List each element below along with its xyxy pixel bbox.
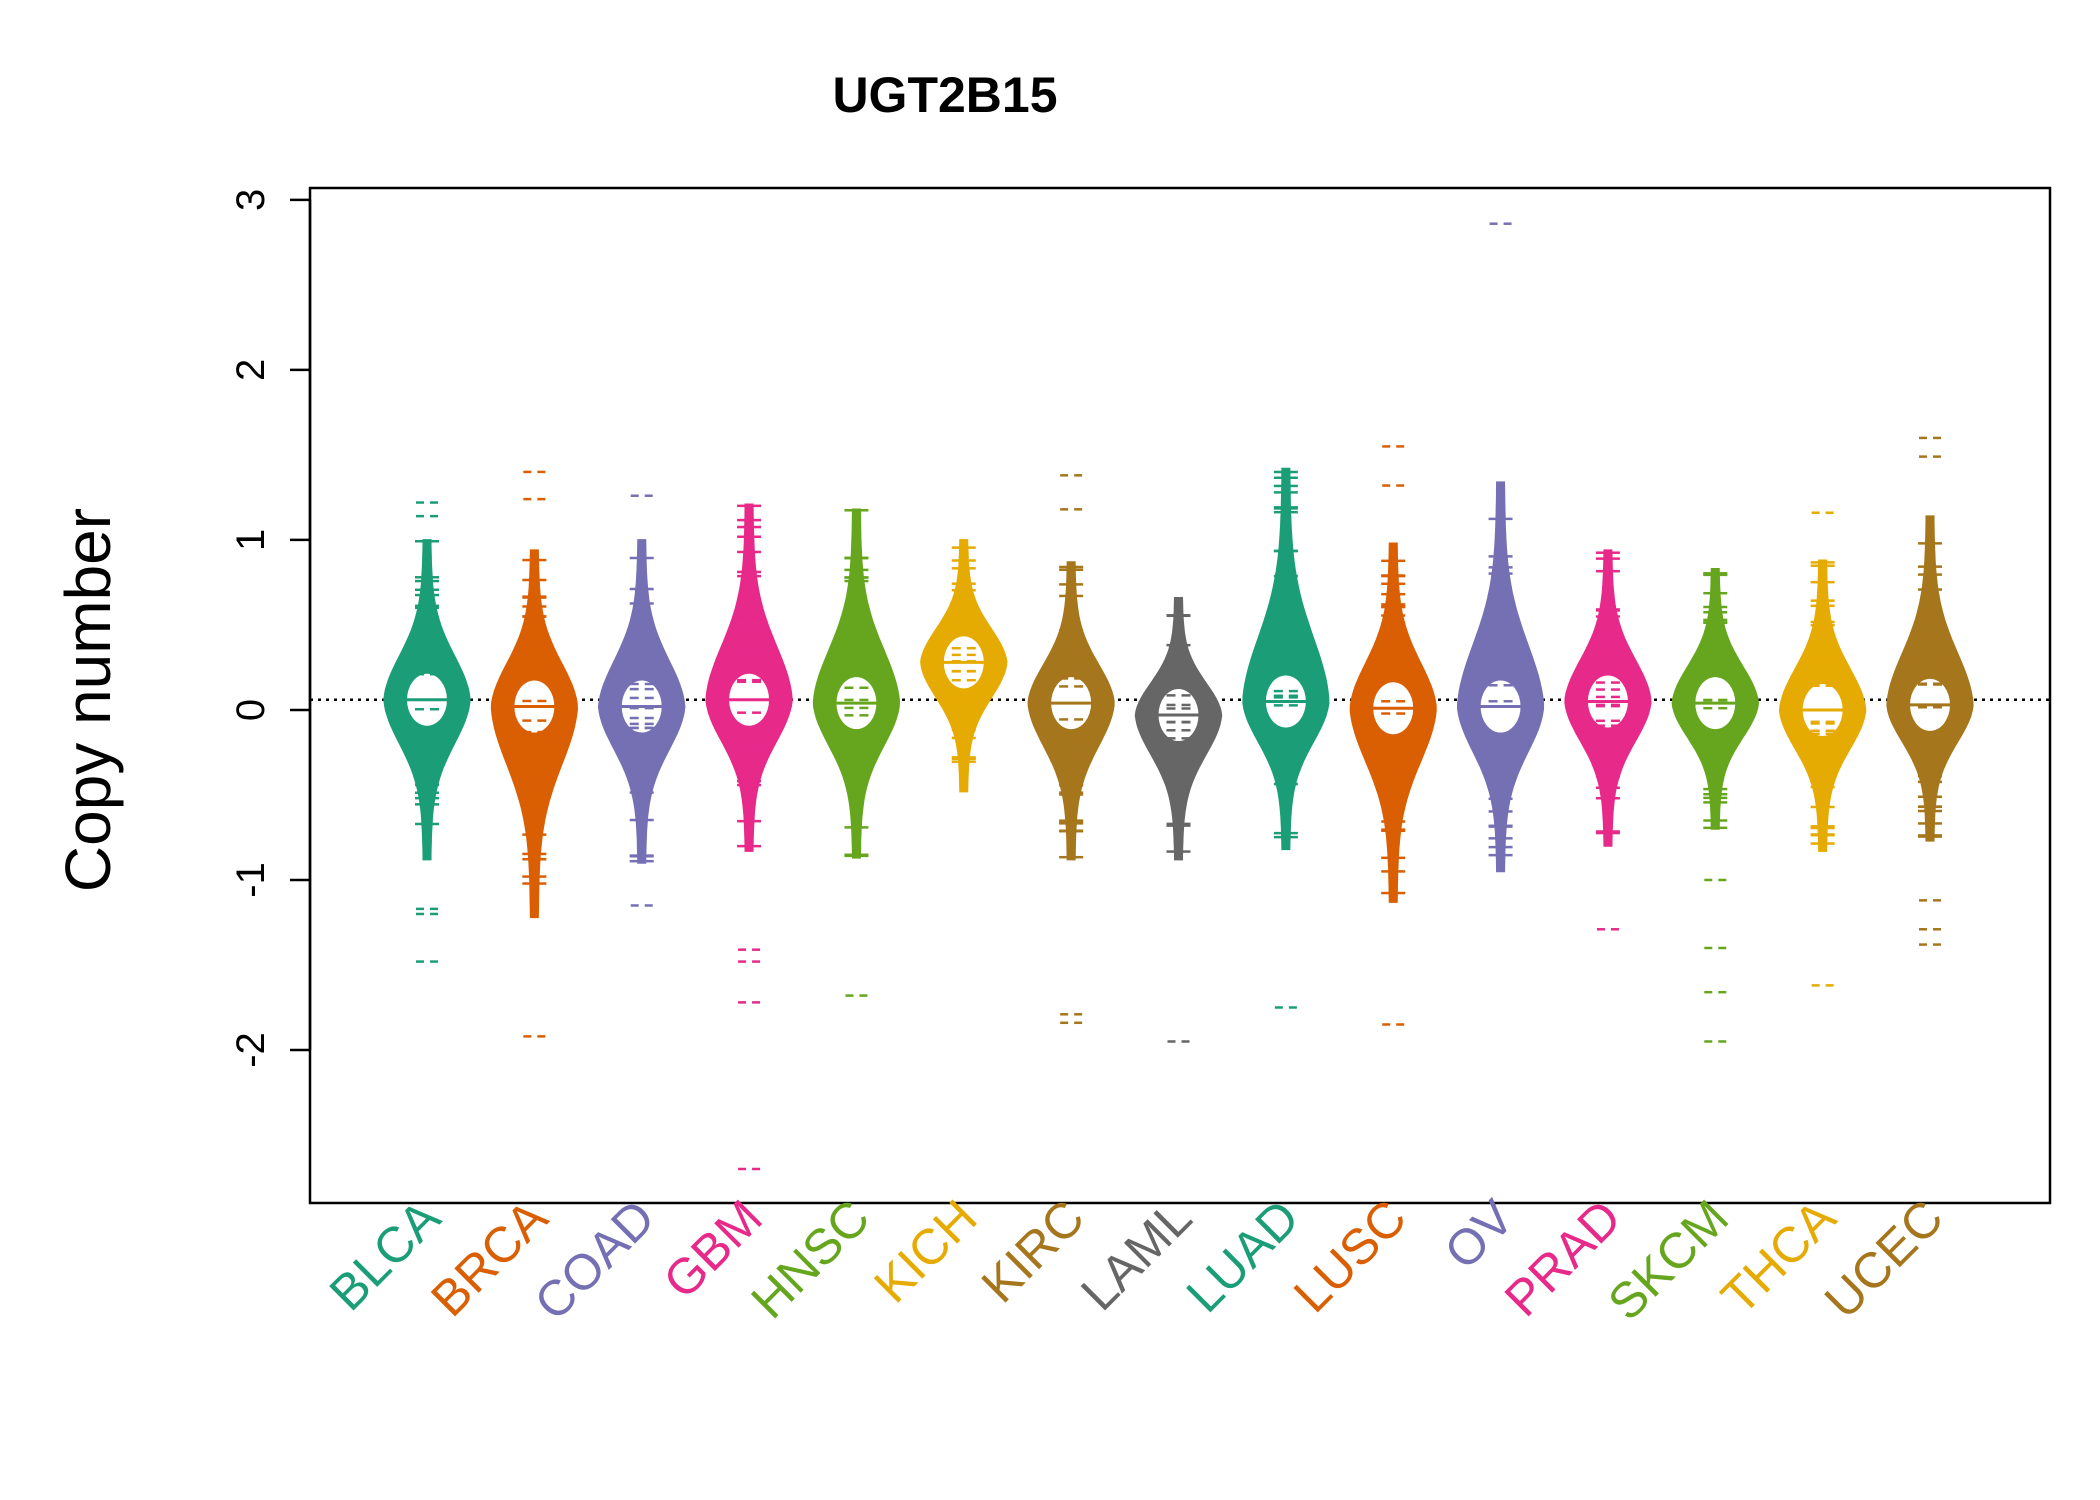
bean-kirc [1027, 474, 1115, 1025]
bean-density [1886, 515, 1974, 842]
bean-lusc [1349, 445, 1437, 1026]
bean-density [1242, 467, 1330, 851]
bean-prad [1564, 549, 1652, 931]
bean-blca [383, 501, 471, 963]
plot-area [310, 222, 2050, 1171]
x-tick-label: BLCA [319, 1189, 451, 1321]
bean-density [1457, 481, 1545, 873]
bean-hnsc [812, 508, 901, 997]
x-tick-label: KIRC [971, 1189, 1095, 1313]
y-tick-label: -1 [229, 862, 273, 898]
x-tick-label: UCEC [1814, 1189, 1954, 1329]
x-tick-label: LUAD [1176, 1189, 1310, 1323]
x-tick-label: COAD [524, 1189, 666, 1331]
bean-thca [1778, 511, 1867, 987]
bean-luad [1242, 467, 1330, 1009]
x-tick-label: KICH [863, 1189, 987, 1313]
bean-density [490, 549, 578, 919]
x-tick-label: SKCM [1597, 1189, 1739, 1331]
x-tick-label: THCA [1711, 1189, 1847, 1325]
y-tick-label: 3 [229, 189, 273, 211]
bean-brca [490, 470, 578, 1038]
bean-laml [1134, 596, 1223, 1043]
y-tick-label: -2 [229, 1032, 273, 1068]
y-axis: -2 -1 0 1 2 3 [229, 189, 312, 1068]
chart-title: UGT2B15 [832, 67, 1057, 123]
bean-kich [920, 539, 1008, 793]
bean-skcm [1671, 568, 1760, 1043]
x-tick-label: LUSC [1283, 1189, 1417, 1323]
bean-coad [597, 494, 686, 907]
x-tick-label: HNSC [740, 1189, 880, 1329]
y-tick-label: 2 [229, 359, 273, 381]
bean-ov [1457, 222, 1545, 873]
y-tick-label: 0 [229, 699, 273, 721]
bean-gbm [705, 503, 793, 1171]
y-tick-label: 1 [229, 529, 273, 551]
x-tick-label: LAML [1070, 1189, 1202, 1321]
y-axis-label: Copy number [52, 508, 124, 892]
bean-ucec [1886, 436, 1974, 946]
